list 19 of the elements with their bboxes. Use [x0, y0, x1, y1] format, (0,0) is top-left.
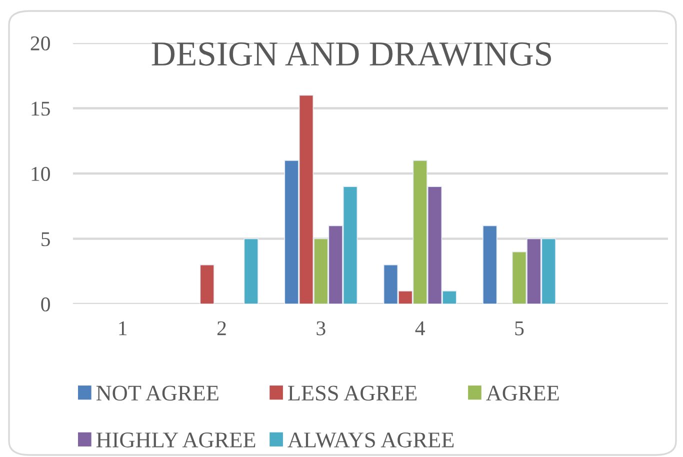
y-tick-label: 15: [32, 102, 50, 116]
x-tick-label: 2: [217, 321, 226, 336]
y-tick-label: 10: [32, 166, 50, 181]
x-tick-label: 3: [316, 321, 326, 336]
legend-label: NOT AGREE: [96, 386, 218, 401]
y-tick-label: 20: [30, 36, 50, 50]
legend-label: HIGHLY AGREE: [96, 432, 256, 448]
bar: [244, 238, 258, 304]
x-tick-label: 5: [515, 321, 524, 336]
bar: [482, 225, 498, 304]
y-tick-label: 5: [42, 232, 50, 246]
bar: [200, 264, 214, 304]
y-tick-label: 0: [41, 297, 50, 312]
legend-label: LESS AGREE: [288, 386, 417, 401]
legend-label: ALWAYS AGREE: [288, 432, 454, 448]
x-tick-label: 1: [119, 321, 127, 336]
chart-title: DESIGN AND DRAWINGS: [152, 42, 552, 66]
x-tick-label: 4: [415, 321, 425, 336]
legend-label: AGREE: [486, 386, 559, 401]
